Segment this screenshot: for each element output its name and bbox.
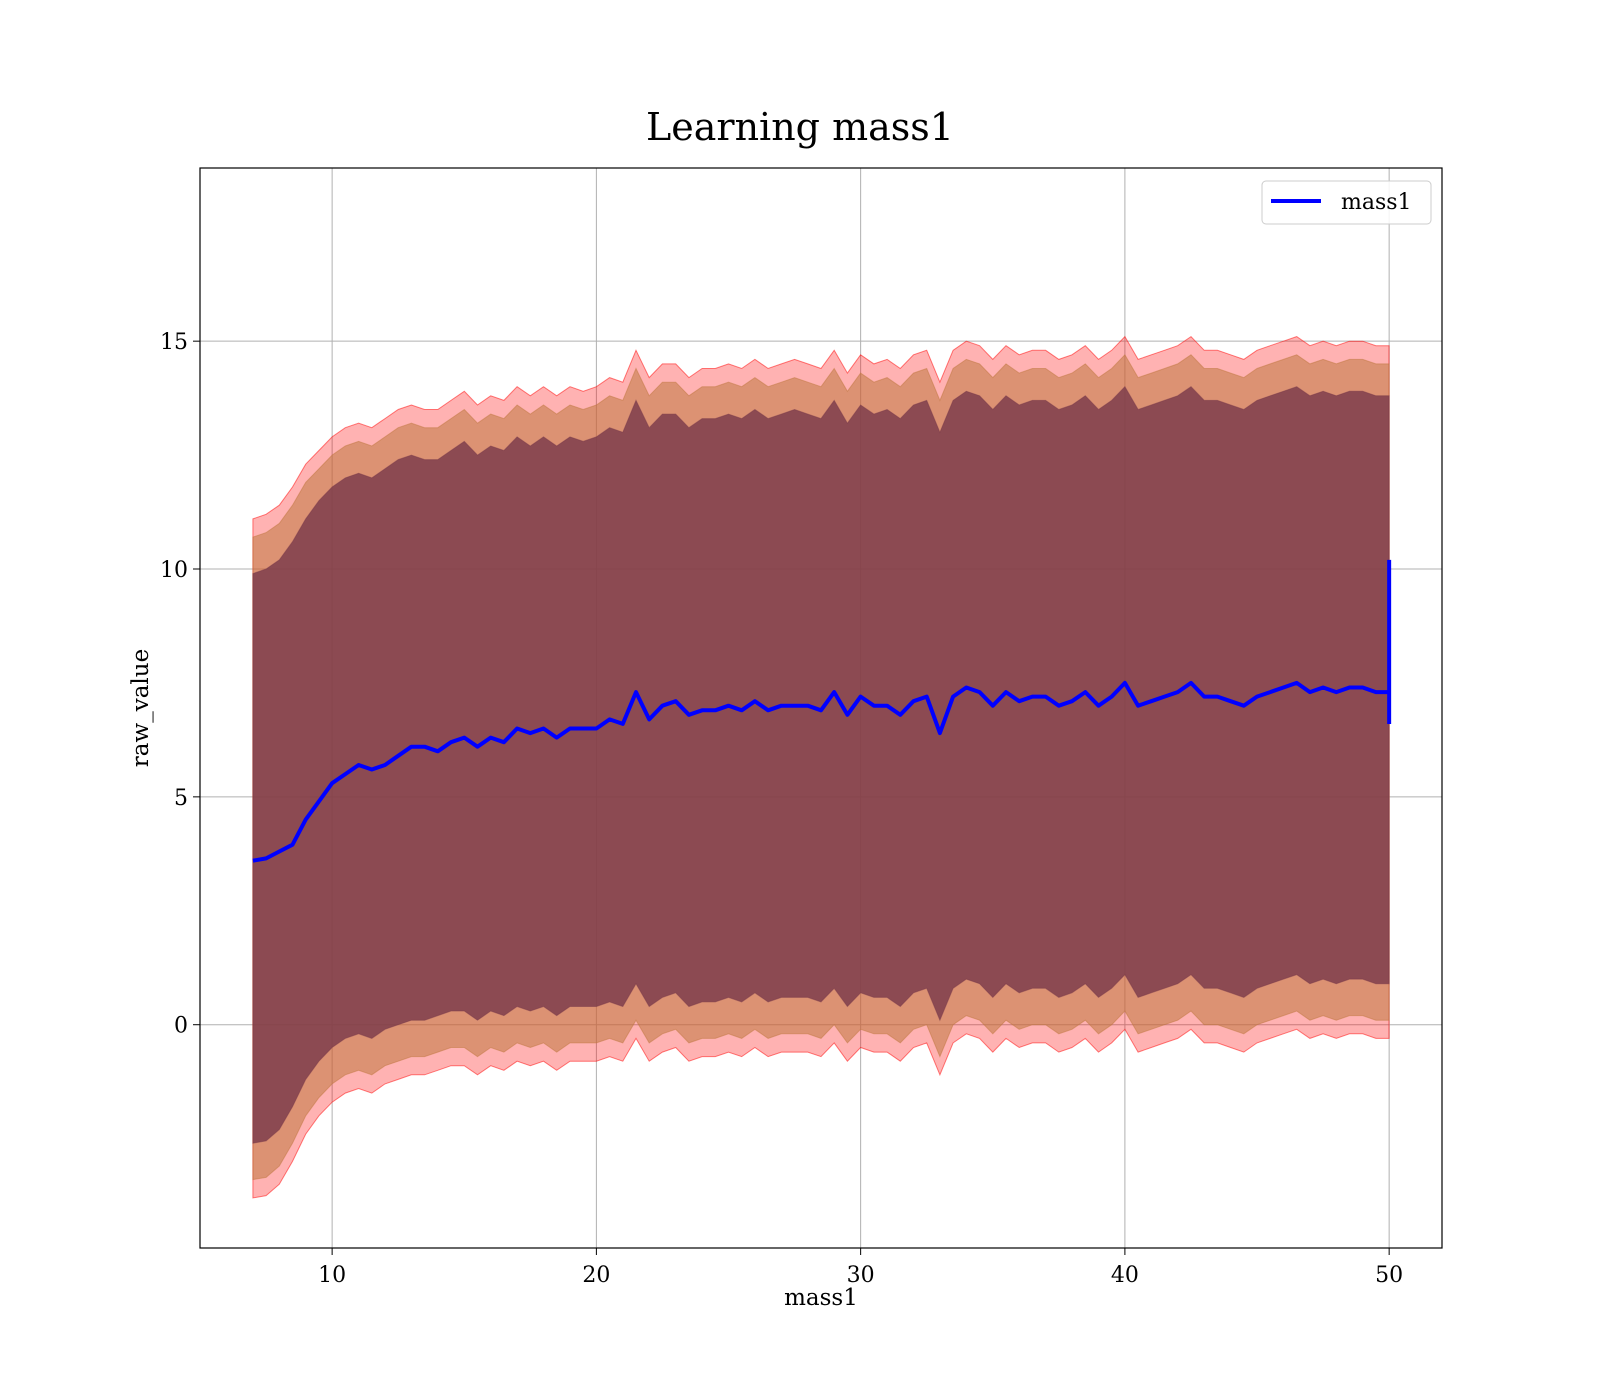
bands	[252, 335, 1390, 1199]
plot-area-frame	[199, 167, 1443, 1249]
series-line-mass1	[252, 680, 1390, 863]
x-axis-ticks: 10 20 30 40 50	[318, 1248, 1403, 1288]
y-tick-label: 15	[160, 330, 188, 355]
legend-label: mass1	[1341, 190, 1412, 215]
series-lines	[252, 559, 1392, 863]
legend-box	[1261, 180, 1432, 225]
y-tick-label: 10	[160, 558, 188, 583]
y-axis-ticks: 0 5 10 15	[160, 330, 200, 1039]
chart-title: Learning mass1	[646, 105, 954, 149]
x-tick-label: 40	[1111, 1263, 1139, 1288]
x-tick-label: 50	[1375, 1263, 1403, 1288]
y-tick-label: 5	[174, 786, 188, 811]
band-2	[252, 385, 1390, 1144]
x-axis-label: mass1	[784, 1285, 858, 1311]
x-tick-label: 20	[582, 1263, 610, 1288]
x-tick-label: 30	[847, 1263, 875, 1288]
legend: mass1	[1261, 180, 1432, 225]
y-tick-label: 0	[174, 1014, 188, 1039]
y-axis-label: raw_value	[128, 649, 154, 767]
x-tick-label: 10	[318, 1263, 346, 1288]
